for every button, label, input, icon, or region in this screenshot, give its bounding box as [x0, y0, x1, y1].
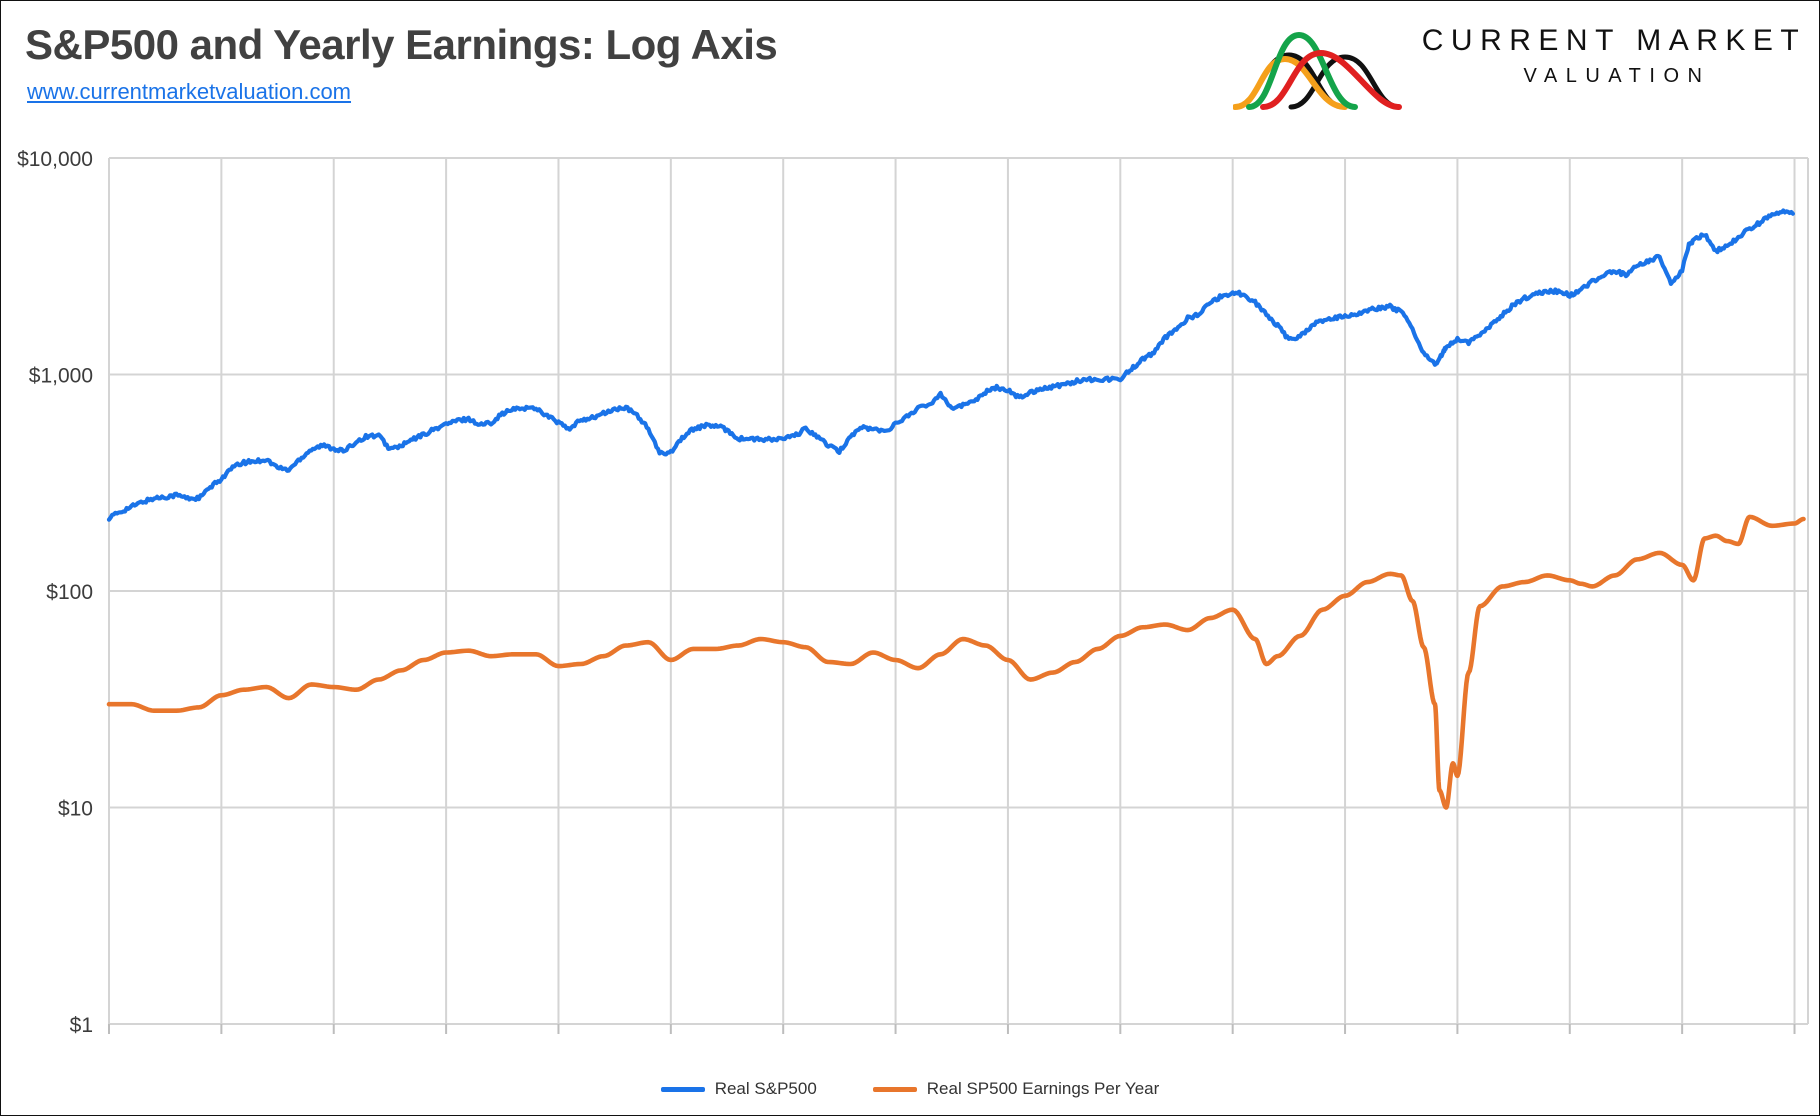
chart-legend: Real S&P500 Real SP500 Earnings Per Year	[1, 1069, 1819, 1109]
svg-text:2005: 2005	[1321, 1048, 1370, 1049]
logo-text: CURRENT MARKET VALUATION	[1419, 21, 1809, 91]
svg-text:$1: $1	[70, 1014, 93, 1037]
grid-lines	[108, 157, 1809, 1034]
svg-text:1970: 1970	[534, 1048, 583, 1049]
svg-text:1980: 1980	[759, 1048, 808, 1049]
bell-curves-icon	[1233, 31, 1402, 110]
svg-text:$10,000: $10,000	[17, 148, 93, 171]
legend-swatch-orange	[872, 1086, 917, 1092]
svg-text:2010: 2010	[1433, 1048, 1482, 1049]
svg-text:1975: 1975	[646, 1048, 695, 1049]
svg-text:2000: 2000	[1208, 1048, 1257, 1049]
y-axis-tick-labels: $1 $10 $100 $1,000 $10,000	[17, 148, 93, 1037]
data-series-layer	[106, 208, 1806, 810]
legend-item-real-sp500-earnings[interactable]: Real SP500 Earnings Per Year	[872, 1079, 1160, 1099]
site-url-link[interactable]: www.currentmarketvaluation.com	[27, 79, 352, 104]
brand-logo: CURRENT MARKET VALUATION	[1233, 7, 1813, 119]
svg-text:1965: 1965	[422, 1048, 471, 1049]
svg-text:1955: 1955	[197, 1048, 246, 1049]
svg-text:1985: 1985	[871, 1048, 920, 1049]
logo-line-1: CURRENT MARKET	[1421, 24, 1807, 57]
svg-text:1960: 1960	[309, 1048, 358, 1049]
chart-svg: $1$10$100$1,000$10,000 19501955196019651…	[17, 148, 1819, 1049]
legend-swatch-blue	[660, 1086, 705, 1092]
svg-text:$1,000: $1,000	[29, 365, 93, 388]
page-title: S&P500 and Yearly Earnings: Log Axis	[25, 21, 778, 68]
svg-text:1990: 1990	[983, 1048, 1032, 1049]
legend-label-real-sp500-earnings: Real SP500 Earnings Per Year	[926, 1079, 1160, 1098]
svg-text:2015: 2015	[1545, 1048, 1594, 1049]
legend-item-real-sp500[interactable]: Real S&P500	[660, 1079, 817, 1099]
svg-text:2020: 2020	[1658, 1048, 1707, 1049]
svg-text:$100: $100	[46, 581, 93, 604]
svg-text:1950: 1950	[85, 1048, 134, 1049]
logo-line-2: VALUATION	[1523, 65, 1711, 87]
svg-text:1995: 1995	[1096, 1048, 1145, 1049]
legend-label-real-sp500: Real S&P500	[714, 1079, 817, 1098]
chart-header: S&P500 and Yearly Earnings: Log Axis www…	[1, 1, 1819, 129]
svg-text:2025: 2025	[1770, 1048, 1819, 1049]
x-axis-tick-labels: 1950 1955 1960 1965 1970 1975 1980 1985 1990 1995…	[85, 1048, 1819, 1049]
chart-plot-area: $1$10$100$1,000$10,000 19501955196019651…	[1, 129, 1819, 1049]
svg-text:$10: $10	[58, 798, 93, 821]
